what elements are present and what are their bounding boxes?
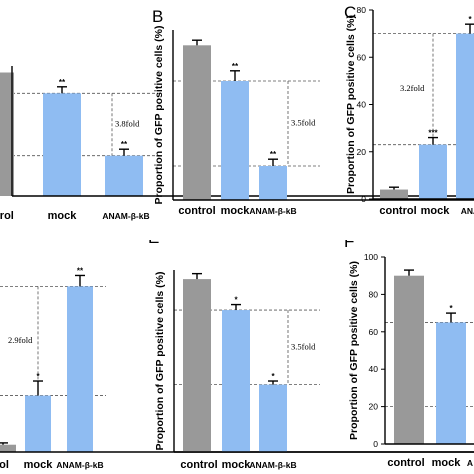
- panel-c-bar-3: [456, 33, 474, 199]
- panel-e-significance: *: [234, 296, 238, 305]
- panel-f-ytick-label: 40: [369, 364, 379, 374]
- panel-d-fold-label: 2.9fold: [8, 335, 33, 345]
- panel-c-ylabel: Proportion of GFP positive cells (%): [345, 15, 357, 194]
- panel-b-bar-2: [221, 81, 249, 200]
- panel-c-significance: ***: [428, 129, 438, 138]
- panel-e-fold-label: 3.5fold: [291, 341, 316, 351]
- panel-d-bar-1: [0, 444, 16, 452]
- panel-c-significance: *: [468, 15, 472, 24]
- panel-e-significance: *: [271, 372, 275, 381]
- panel-a-category-label: ANAM-β-kB: [102, 211, 149, 221]
- panel-e-category-label: ANAM-β-kB: [249, 460, 296, 470]
- panel-c-ytick-label: 80: [357, 5, 367, 15]
- panel-e-bar-3: [259, 384, 287, 452]
- panel-a-significance: **: [59, 78, 66, 87]
- panel-a-bar-2: [43, 93, 81, 196]
- panel-a-fold-label: 3.8fold: [115, 119, 140, 129]
- panel-f-ytick-label: 100: [364, 252, 378, 262]
- panel-a-bar-1: [0, 72, 14, 196]
- panel-f-bar-2: [436, 322, 466, 444]
- panel-c-category-label: mock: [421, 205, 451, 217]
- panel-b-bar-1: [183, 45, 211, 200]
- panel-b-significance: **: [232, 62, 239, 71]
- panel-d-bar-2: [25, 395, 51, 452]
- panel-b-category-label: ANAM-β-kB: [249, 206, 296, 216]
- panel-a-bar-3: [105, 155, 143, 196]
- panel-c-fold-label: 3.2fold: [400, 83, 425, 93]
- panel-d-significance: **: [77, 266, 84, 275]
- panel-b-category-label: mock: [221, 205, 251, 217]
- panel-b-letter: B: [152, 7, 163, 26]
- panel-f-ytick-label: 20: [369, 402, 379, 412]
- panel-a-significance: **: [121, 140, 128, 149]
- panel-f-category-label: control: [387, 457, 424, 469]
- panel-a-category-label: trol: [0, 210, 14, 222]
- panel-c-ytick-label: 40: [357, 100, 367, 110]
- panel-d-significance: *: [36, 372, 40, 381]
- panel-e-bar-1: [183, 279, 211, 452]
- panel-d-bar-3: [67, 286, 93, 452]
- panel-b-category-label: control: [178, 205, 215, 217]
- panel-e-ylabel: Proportion of GFP positive cells (%): [154, 272, 166, 451]
- panel-d-category-label: ol: [0, 459, 9, 471]
- panel-c-letter: C: [344, 3, 356, 22]
- panel-f-category-label: A: [467, 458, 473, 468]
- panel-c-category-label: ANA: [461, 206, 474, 216]
- panel-e-category-label: control: [180, 459, 217, 471]
- panel-c-bar-2: [419, 144, 447, 199]
- panel-b-significance: **: [270, 150, 277, 159]
- panel-d-category-label: ANAM-β-kB: [56, 460, 103, 470]
- panel-f-ytick-label: 0: [373, 439, 378, 449]
- panel-f-ylabel: Proportion of GFP positive cells (%): [348, 261, 360, 440]
- panel-row-gap: [0, 226, 474, 240]
- panel-c-ytick-label: 60: [357, 52, 367, 62]
- panel-f-ytick-label: 60: [369, 327, 379, 337]
- panel-c-bar-1: [380, 189, 408, 199]
- panel-f-significance: *: [449, 304, 453, 313]
- panel-e-category-label: mock: [222, 459, 252, 471]
- panel-c-category-label: control: [379, 205, 416, 217]
- panel-f-category-label: mock: [432, 457, 462, 469]
- panel-f-letter: F: [344, 232, 354, 251]
- panel-f-bar-1: [394, 275, 424, 444]
- panel-e-bar-2: [222, 310, 250, 452]
- panel-b-fold-label: 3.5fold: [291, 118, 316, 128]
- panel-d-category-label: mock: [24, 459, 54, 471]
- panel-c-ytick-label: 20: [357, 147, 367, 157]
- panel-a-category-label: mock: [48, 210, 78, 222]
- panel-b-ylabel: Proportion of GFP positive cells (%): [153, 26, 165, 205]
- panel-c-ytick-label: 0: [361, 194, 366, 204]
- panel-b-bar-3: [259, 166, 287, 200]
- panel-f-ytick-label: 80: [369, 289, 379, 299]
